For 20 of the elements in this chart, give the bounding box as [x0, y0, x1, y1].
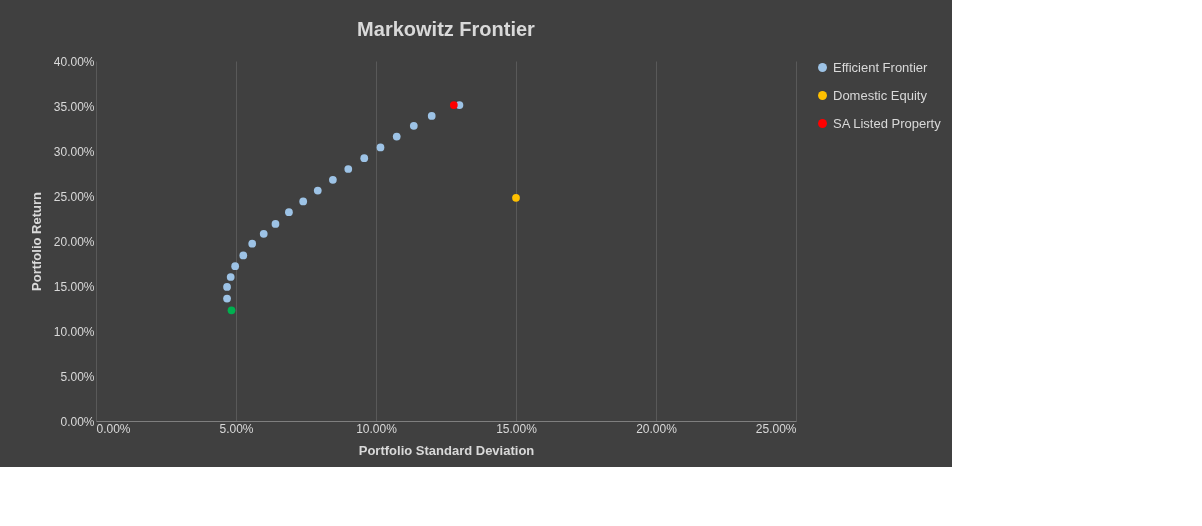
x-tick-label: 5.00% [219, 421, 254, 436]
y-tick-label: 10.00% [53, 324, 95, 339]
x-tick-label: 15.00% [496, 421, 538, 436]
x-tick-label: 20.00% [636, 421, 678, 436]
y-tick-label: 5.00% [60, 369, 95, 384]
y-tick-label: 30.00% [53, 144, 95, 159]
y-tick-label: 15.00% [53, 279, 95, 294]
legend-label: SA Listed Property [833, 115, 942, 131]
y-tick-label: 35.00% [53, 99, 95, 114]
x-axis-title: Portfolio Standard Deviation [358, 442, 535, 458]
x-tick-label: 25.00% [755, 421, 797, 436]
chart-title: Markowitz Frontier [357, 18, 536, 40]
x-tick-label: 0.00% [96, 421, 131, 436]
y-tick-label: 40.00% [53, 54, 95, 69]
y-tick-label: 25.00% [53, 189, 95, 204]
y-tick-label: 20.00% [53, 234, 95, 249]
y-axis-title: Portfolio Return [28, 191, 44, 291]
legend-label: Domestic Equity [833, 87, 928, 103]
legend-label: Efficient Frontier [833, 59, 929, 75]
x-tick-label: 10.00% [356, 421, 398, 436]
